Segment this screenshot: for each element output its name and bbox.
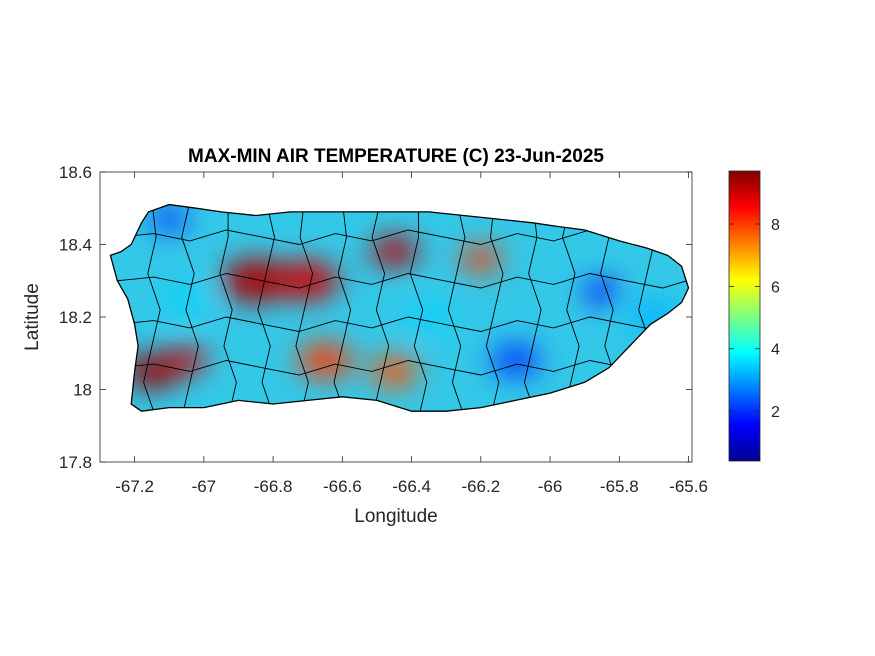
temperature-blob <box>370 236 419 267</box>
municipality-border <box>447 204 466 412</box>
municipality-border <box>371 204 390 412</box>
y-axis-label: Latitude <box>22 283 43 351</box>
temperature-blob <box>491 345 540 376</box>
y-tick-label: 18.2 <box>59 308 92 327</box>
temperature-blob <box>151 208 187 230</box>
y-tick-label: 17.8 <box>59 453 92 472</box>
x-tick-label: -66.2 <box>461 477 500 496</box>
colorbar-tick-label: 6 <box>771 279 780 296</box>
municipality-border <box>562 204 580 412</box>
municipality-border <box>485 204 504 412</box>
municipality-border <box>117 273 689 289</box>
temperature-blob <box>276 261 339 301</box>
y-tick-label: 18.6 <box>59 163 92 182</box>
y-tick-label: 18 <box>73 381 92 400</box>
municipality-border <box>117 360 689 376</box>
colorbar-tick-label: 8 <box>771 217 780 234</box>
temperature-blob <box>460 245 502 273</box>
colorbar-tick-label: 2 <box>771 404 780 421</box>
municipality-border <box>143 204 161 412</box>
municipality-border <box>219 204 237 412</box>
temperature-blob <box>297 343 353 378</box>
temperature-blob <box>584 280 620 303</box>
x-tick-label: -67.2 <box>115 477 154 496</box>
x-tick-label: -66.8 <box>254 477 293 496</box>
y-tick-label: 18.4 <box>59 236 92 255</box>
temperature-blob <box>165 285 208 312</box>
map-title: MAX-MIN AIR TEMPERATURE (C) 23-Jun-2025 <box>188 146 604 167</box>
x-tick-label: -66.4 <box>392 477 431 496</box>
municipality-border <box>295 204 314 412</box>
municipality-border <box>333 204 352 412</box>
x-tick-label: -65.8 <box>600 477 639 496</box>
temperature-blob <box>370 356 419 387</box>
colorbar-tick-label: 4 <box>771 342 780 359</box>
temperature-field <box>110 204 689 412</box>
municipality-border <box>409 204 428 412</box>
temperature-blob <box>221 259 291 303</box>
x-tick-label: -67 <box>192 477 217 496</box>
temperature-blobs <box>124 208 679 389</box>
x-axis-ticks: -67.2 -67 -66.8 -66.6 -66.4 -66.2 -66 -65.8 -65.… <box>115 172 708 496</box>
municipality-border <box>117 316 689 332</box>
temperature-blob <box>165 347 208 374</box>
temperature-blob <box>408 303 450 331</box>
municipality-border <box>257 204 275 412</box>
x-tick-label: -66.6 <box>323 477 362 496</box>
municipality-border <box>181 204 199 412</box>
x-tick-label: -66 <box>538 477 563 496</box>
x-axis-label: Longitude <box>354 506 437 527</box>
temperature-blob <box>124 353 180 389</box>
y-axis-ticks: 17.8 18 18.2 18.4 18.6 <box>59 163 692 472</box>
colorbar <box>728 170 761 462</box>
island-outline <box>109 203 690 412</box>
colorbar-ticks: 2 4 6 8 <box>729 217 780 421</box>
x-tick-label: -65.6 <box>669 477 708 496</box>
